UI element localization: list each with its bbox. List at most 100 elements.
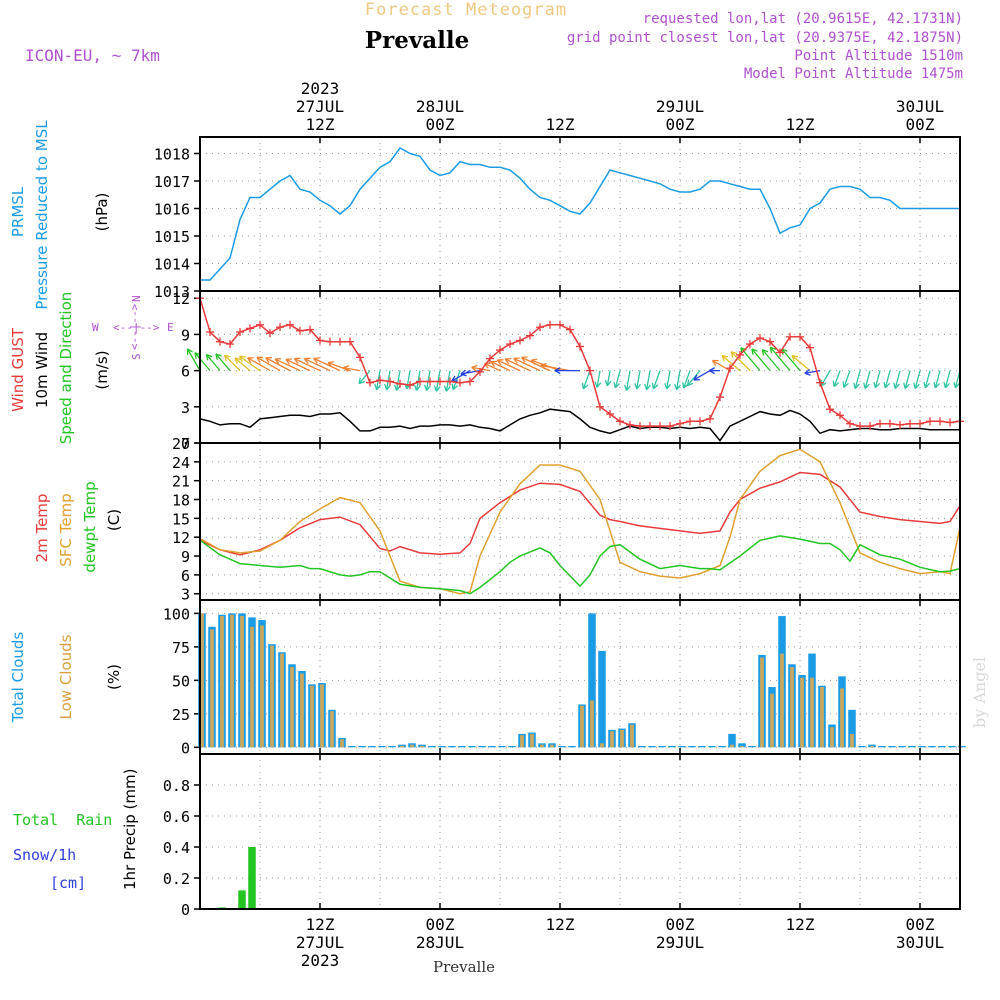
wind-arrow-head (206, 353, 213, 358)
wind-arrow (215, 353, 231, 372)
wind-arrow (874, 370, 881, 388)
bottom-time-label: 27JUL (296, 933, 344, 952)
total-cloud-bar (928, 745, 936, 748)
wind-arrow-head (804, 369, 810, 374)
wind-arrow (294, 358, 321, 372)
wind-arrow-head (247, 357, 252, 364)
wind-arrow-head (953, 381, 957, 388)
low-cloud-bar (220, 616, 224, 748)
wind-arrow-head (313, 357, 318, 364)
total-cloud-bar (908, 745, 916, 748)
wind-arrow-head (415, 385, 421, 391)
wind-arrow (206, 354, 221, 372)
wind-arrow (471, 366, 491, 372)
y-tick-label: 9 (181, 326, 190, 344)
low-cloud-bar (600, 743, 604, 748)
wind10-label: 10m Wind (33, 332, 51, 408)
wind-arrow (358, 370, 371, 385)
wind-arrow-head (854, 383, 860, 390)
wind-arrow-head (490, 361, 496, 367)
wind-arrow-head (594, 381, 598, 388)
wind-arrow-head (504, 358, 510, 365)
wind-arrow-head (234, 357, 238, 364)
low-cloud-bar (780, 653, 784, 748)
total-cloud-bar (598, 650, 606, 748)
y-tick-label: 6 (181, 567, 190, 585)
total-cloud-bar (938, 745, 946, 748)
wind-arrow (666, 370, 671, 390)
wind-arrow-head (530, 359, 536, 366)
y-tick-label: 100 (163, 605, 190, 623)
top-time-label: 12Z (306, 115, 335, 134)
wind-arrow-head (914, 383, 920, 390)
wind-arrow (924, 370, 931, 388)
low-cloud-bar (870, 745, 874, 748)
total-cloud-bar (878, 745, 886, 748)
y-tick-label: 0.4 (163, 839, 190, 857)
wind-arrow (751, 348, 771, 372)
total-cloud-bar (588, 613, 596, 748)
total-cloud-bar (468, 745, 476, 748)
wind-arrow-head (791, 355, 795, 362)
wind-arrow-head (923, 381, 927, 388)
low-cloud-bar (210, 629, 214, 748)
wind-arrow (239, 355, 261, 372)
low-cloud-bar (420, 745, 424, 748)
low-cloud-bar (300, 673, 304, 748)
y-tick-label: 0.8 (163, 777, 190, 795)
wind-arrow (247, 357, 271, 372)
wind-arrow-head (709, 367, 715, 372)
low-cloud-bar (580, 705, 584, 748)
snow-label: Snow/1h (13, 846, 76, 864)
bottom-time-label: 12Z (786, 915, 815, 934)
compass-s: S (130, 353, 143, 360)
model-name: ICON-EU, ~ 7km (25, 46, 160, 65)
wind-speed-dir-label: Speed and Direction (57, 292, 75, 445)
wind-arrow-head (460, 373, 467, 377)
wind-arrow-head (433, 385, 437, 392)
total-cloud-bar (688, 745, 696, 748)
prmsl-desc-label: Pressure Reduced to MSL (33, 120, 51, 310)
wind-arrow-head (604, 379, 608, 386)
wind-arrow (721, 355, 741, 372)
wind-arrow-head (832, 380, 835, 387)
y-tick-label: 15 (172, 510, 190, 528)
wind-arrow-head (842, 381, 845, 388)
total-cloud-bar (958, 745, 966, 748)
wind-arrow-head (374, 383, 378, 390)
wind-arrow (712, 359, 731, 372)
y-tick-label: 21 (172, 473, 190, 491)
top-time-label: 28JUL (416, 97, 464, 116)
wind-arrow-head (769, 347, 773, 354)
wind-arrow-head (376, 384, 381, 391)
total-cloud-bar (858, 745, 866, 748)
wind-arrow-head (496, 359, 502, 366)
wind-arrow (854, 370, 861, 389)
bottom-time-label: 12Z (306, 915, 335, 934)
wind-arrow (256, 356, 281, 372)
low-cloud-bar (850, 733, 854, 748)
wind-arrow (596, 370, 601, 388)
panel-frame (199, 753, 961, 910)
wind-arrow-head (386, 384, 391, 391)
compass-e: E (167, 321, 174, 334)
wind-arrow-head (435, 386, 441, 392)
compass-h-arrows: <--|--> (113, 321, 160, 334)
wind-arrow-head (425, 385, 431, 391)
wind-arrow-head (581, 382, 585, 389)
wind10-line (199, 408, 960, 442)
wind-arrow-head (853, 382, 856, 389)
low-cloud-bar (280, 653, 284, 748)
wind-arrow-head (265, 357, 270, 364)
forecast-meteogram-title: Forecast Meteogram (365, 0, 567, 20)
wind-arrow-head (443, 385, 447, 392)
total-cloud-bar (388, 745, 396, 748)
wind-arrow (884, 370, 891, 388)
model-point-altitude: Model Point Altitude 1475m (744, 66, 963, 82)
wind-arrow (730, 351, 751, 372)
wind-arrow (406, 370, 411, 390)
wind-arrow-head (303, 358, 309, 364)
low-cloud-bar (250, 626, 254, 748)
wind-arrow-head (224, 354, 231, 358)
